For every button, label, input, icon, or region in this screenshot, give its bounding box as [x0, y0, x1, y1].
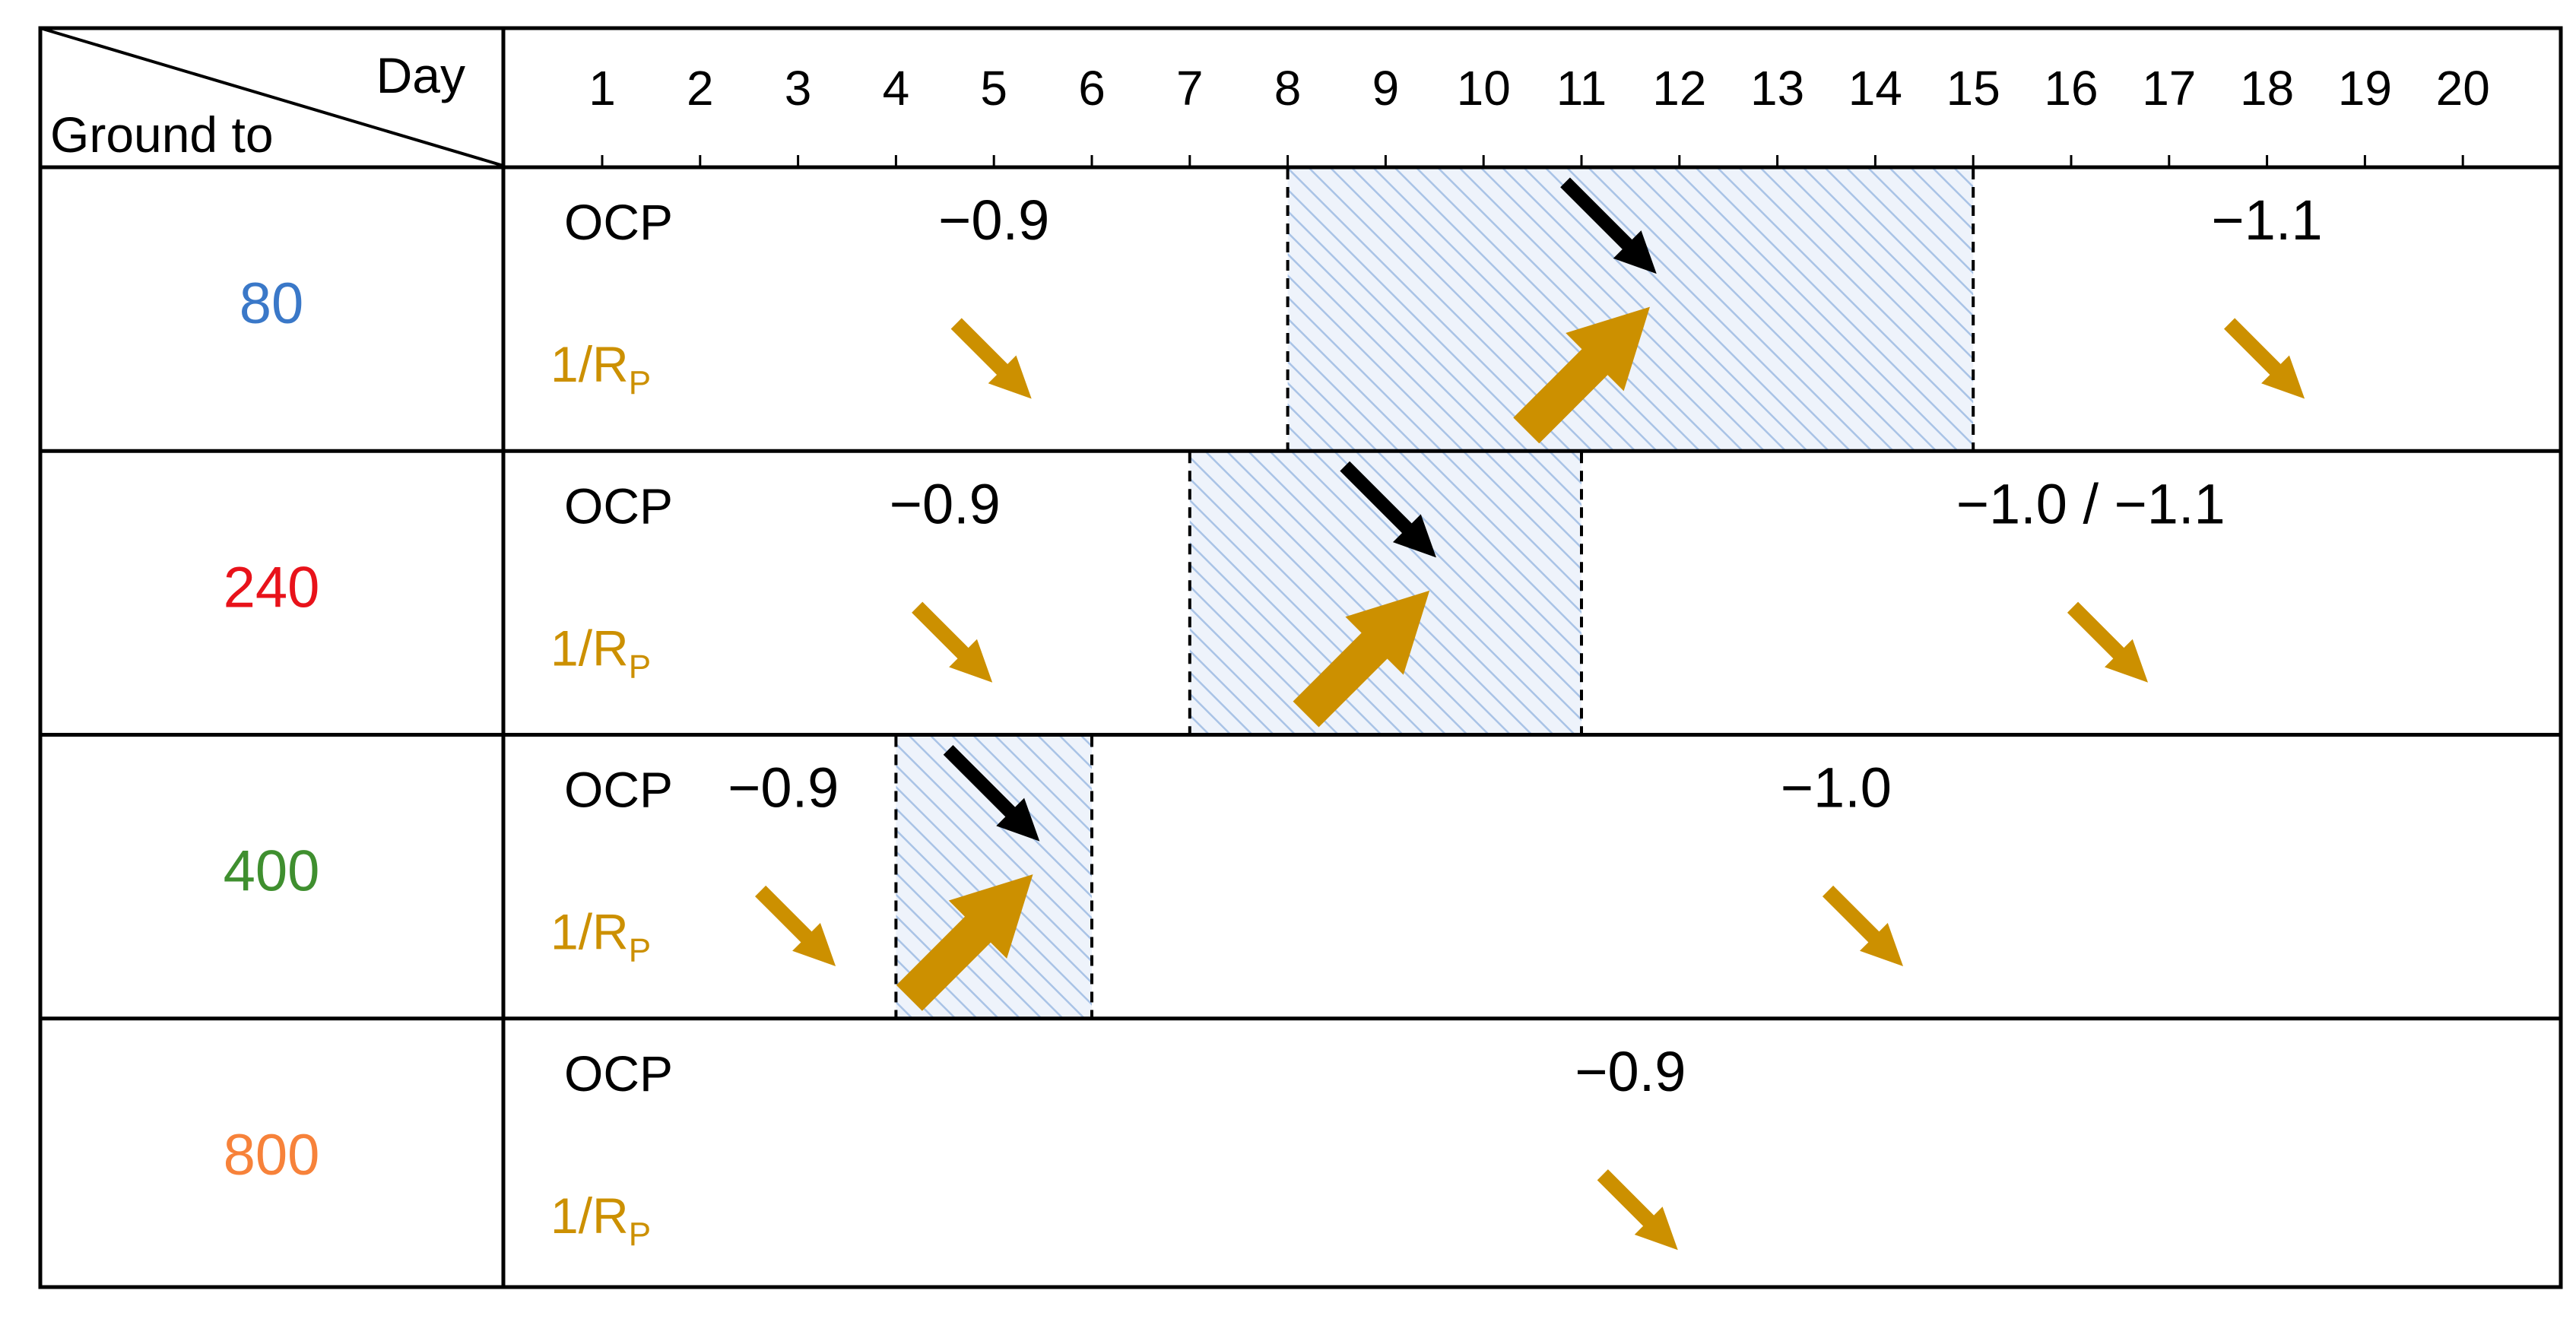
day-label: 5: [980, 61, 1007, 116]
rp-down-arrow-icon: [912, 601, 993, 683]
shaded-regions: [894, 169, 1975, 1017]
ocp-value: −1.1: [2212, 189, 2323, 252]
rp-down-arrow-icon: [1597, 1169, 1678, 1251]
header: Day Ground to 1 2 3 4 5 6 7 8 9 10 11 12 13 14 15 16 17 1…: [40, 27, 2490, 167]
ocp-value: −1.0 / −1.1: [1956, 472, 2225, 535]
day-label: 10: [1457, 61, 1511, 116]
ocp-down-arrow-icon: [1560, 177, 1657, 274]
day-label: 9: [1372, 61, 1400, 116]
ground-value: 800: [224, 1123, 320, 1187]
ocp-label: OCP: [564, 1045, 673, 1102]
shaded-window: [1287, 169, 1974, 450]
ocp-value: −0.9: [1575, 1040, 1686, 1103]
day-label: 11: [1556, 61, 1607, 116]
ocp-label: OCP: [564, 477, 673, 534]
ocp-down-arrow-icon: [1340, 461, 1436, 558]
ground-value: 80: [240, 271, 304, 336]
day-label: 3: [785, 61, 812, 116]
table-row: 400 OCP 1/RP −0.9 −1.0: [224, 745, 1904, 1011]
rp-down-arrow-icon: [1822, 885, 1904, 966]
day-label: 1: [588, 61, 616, 116]
table-row: 80 OCP 1/RP −0.9 −1.1: [240, 177, 2323, 444]
corner-day-label: Day: [376, 47, 465, 103]
table-row: 800 OCP 1/RP −0.9: [224, 1040, 1686, 1253]
corner-diagonal: [40, 27, 504, 167]
day-label: 16: [2044, 61, 2098, 116]
rp-label: 1/RP: [550, 336, 651, 401]
table-border: [38, 26, 2563, 1289]
rp-label: 1/RP: [550, 904, 651, 969]
ocp-value: −1.0: [1781, 756, 1892, 820]
rp-label: 1/RP: [550, 1187, 651, 1253]
table-frame: [38, 26, 2563, 1289]
rp-down-arrow-icon: [950, 318, 1032, 399]
day-ticks: [601, 155, 2464, 167]
shaded-window: [1189, 452, 1581, 734]
ocp-value: −0.9: [728, 756, 839, 820]
day-label: 14: [1848, 61, 1902, 116]
day-label: 12: [1652, 61, 1706, 116]
day-label: 13: [1750, 61, 1804, 116]
ocp-value: −0.9: [890, 472, 1001, 535]
rp-label: 1/RP: [550, 620, 651, 685]
day-label: 6: [1078, 61, 1106, 116]
rp-up-arrow-icon: [1293, 590, 1430, 728]
day-label: 19: [2338, 61, 2392, 116]
rp-up-arrow-icon: [1513, 306, 1650, 444]
day-label: 4: [883, 61, 910, 116]
rows: 80 OCP 1/RP −0.9 −1.1 240 OCP 1/RP −0.9 −1.0 / −1…: [224, 177, 2323, 1253]
ocp-label: OCP: [564, 762, 673, 818]
ocp-value: −0.9: [938, 189, 1049, 252]
ocp-down-arrow-icon: [943, 745, 1040, 842]
day-label: 2: [687, 61, 714, 116]
table-row: 240 OCP 1/RP −0.9 −1.0 / −1.1: [224, 461, 2225, 728]
day-axis: 1 2 3 4 5 6 7 8 9 10 11 12 13 14 15 16 17 18 19 20: [588, 61, 2490, 116]
corner-ground-label: Ground to: [50, 106, 274, 163]
ground-value: 400: [224, 839, 320, 904]
day-label: 18: [2240, 61, 2294, 116]
day-label: 7: [1176, 61, 1204, 116]
ocp-label: OCP: [564, 194, 673, 250]
ground-value: 240: [224, 555, 320, 620]
rp-down-arrow-icon: [2067, 601, 2149, 683]
day-label: 17: [2142, 61, 2196, 116]
rp-down-arrow-icon: [755, 885, 836, 966]
day-label: 8: [1274, 61, 1302, 116]
rp-up-arrow-icon: [896, 874, 1033, 1011]
rp-down-arrow-icon: [2224, 318, 2305, 399]
day-label: 15: [1946, 61, 2000, 116]
day-label: 20: [2436, 61, 2490, 116]
